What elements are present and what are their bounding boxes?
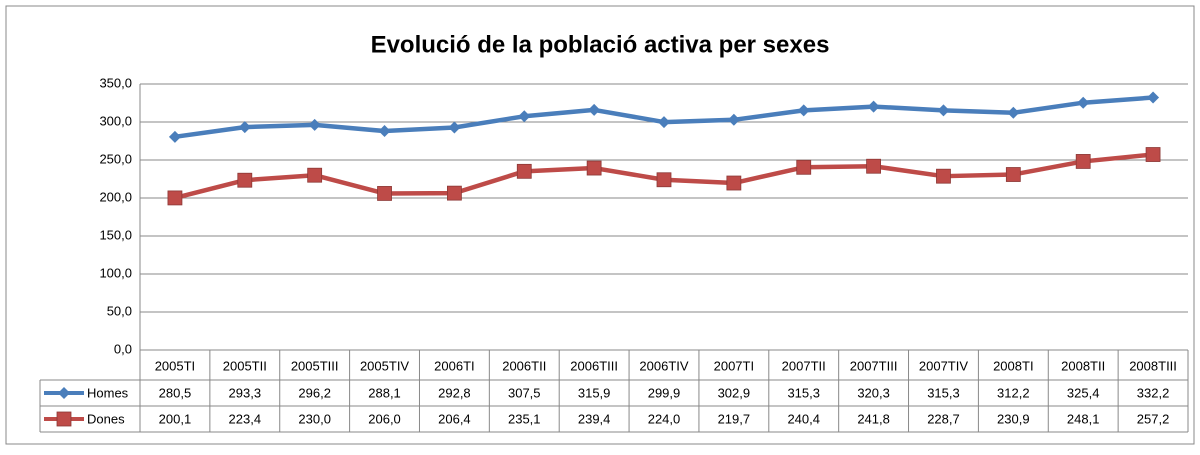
data-table-value: 288,1	[368, 385, 401, 400]
x-tick-label: 2007TII	[782, 358, 826, 373]
marker	[1145, 147, 1161, 162]
data-table-value: 315,9	[578, 385, 611, 400]
data-table-value: 248,1	[1067, 411, 1100, 426]
marker	[796, 159, 812, 175]
y-tick-label: 350,0	[99, 75, 132, 90]
data-table-value: 299,9	[648, 385, 681, 400]
marker	[518, 110, 531, 123]
y-tick-label: 50,0	[107, 303, 132, 318]
data-table-value: 315,3	[927, 385, 960, 400]
y-tick-label: 0,0	[114, 341, 132, 356]
y-tick-label: 200,0	[99, 189, 132, 204]
marker	[308, 118, 321, 131]
data-table-value: 239,4	[578, 411, 611, 426]
x-tick-label: 2006TII	[502, 358, 546, 373]
marker	[866, 158, 881, 174]
legend-label: Homes	[87, 385, 129, 400]
marker	[937, 104, 950, 117]
marker	[168, 130, 181, 143]
chart-frame	[5, 5, 1195, 445]
data-table-value: 293,3	[229, 385, 262, 400]
data-table-value: 332,2	[1137, 385, 1170, 400]
marker	[727, 113, 740, 126]
marker	[1007, 106, 1020, 119]
data-table-value: 315,3	[787, 385, 820, 400]
chart-title: Evolució de la població activa per sexes	[371, 31, 830, 58]
marker	[237, 172, 253, 188]
marker	[1077, 96, 1090, 109]
data-table-value: 241,8	[857, 411, 890, 426]
data-table-value: 230,9	[997, 411, 1030, 426]
data-table-value: 200,1	[159, 411, 192, 426]
marker	[867, 100, 880, 113]
data-table-value: 320,3	[857, 385, 890, 400]
x-tick-label: 2005TIII	[291, 358, 339, 373]
marker	[586, 160, 602, 176]
x-tick-label: 2006TIV	[639, 358, 688, 373]
legend-marker	[56, 411, 72, 427]
data-table-value: 240,4	[787, 411, 820, 426]
marker	[588, 103, 601, 116]
x-tick-label: 2006TIII	[570, 358, 618, 373]
marker	[167, 190, 183, 206]
data-table-value: 302,9	[718, 385, 751, 400]
marker	[936, 168, 951, 184]
marker	[378, 125, 391, 138]
x-tick-label: 2005TII	[223, 358, 267, 373]
data-table-value: 280,5	[159, 385, 192, 400]
x-tick-label: 2007TIV	[919, 358, 968, 373]
marker	[516, 163, 532, 179]
data-table-value: 325,4	[1067, 385, 1100, 400]
x-tick-label: 2008TIII	[1129, 358, 1177, 373]
marker	[377, 186, 392, 201]
marker	[1147, 91, 1160, 104]
marker	[1005, 167, 1021, 182]
data-table-value: 230,0	[298, 411, 331, 426]
x-tick-label: 2008TII	[1061, 358, 1105, 373]
x-tick-label: 2007TI	[714, 358, 754, 373]
x-tick-label: 2005TI	[155, 358, 195, 373]
data-table-value: 292,8	[438, 385, 471, 400]
x-tick-label: 2005TIV	[360, 358, 409, 373]
legend-label: Dones	[87, 411, 125, 426]
data-table-value: 296,2	[298, 385, 331, 400]
data-table-value: 307,5	[508, 385, 541, 400]
x-tick-label: 2006TI	[434, 358, 474, 373]
x-tick-label: 2008TI	[993, 358, 1033, 373]
data-table-value: 312,2	[997, 385, 1030, 400]
marker	[1075, 154, 1091, 169]
marker	[238, 121, 251, 134]
y-tick-label: 250,0	[99, 151, 132, 166]
marker	[307, 167, 323, 183]
data-table-value: 228,7	[927, 411, 960, 426]
marker	[656, 172, 672, 188]
legend-marker	[58, 387, 70, 399]
y-tick-label: 300,0	[99, 113, 132, 128]
x-tick-label: 2007TIII	[850, 358, 898, 373]
marker	[446, 185, 462, 201]
data-table-value: 206,4	[438, 411, 471, 426]
marker	[726, 175, 742, 191]
data-table-value: 224,0	[648, 411, 681, 426]
marker	[797, 104, 810, 117]
data-table-value: 235,1	[508, 411, 541, 426]
data-table-value: 206,0	[368, 411, 401, 426]
y-tick-label: 150,0	[99, 227, 132, 242]
data-table-value: 223,4	[229, 411, 262, 426]
marker	[658, 116, 670, 129]
y-tick-label: 100,0	[99, 265, 132, 280]
data-table-value: 257,2	[1137, 411, 1170, 426]
marker	[448, 121, 461, 134]
data-table-value: 219,7	[718, 411, 751, 426]
